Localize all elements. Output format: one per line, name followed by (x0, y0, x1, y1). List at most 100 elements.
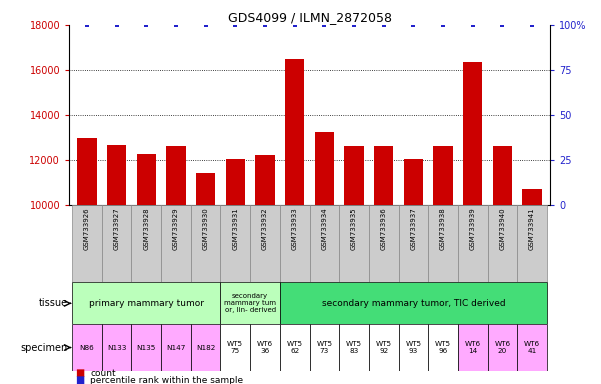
Point (498, 22, 507, 28)
FancyBboxPatch shape (429, 324, 458, 371)
Text: N182: N182 (196, 344, 215, 351)
FancyBboxPatch shape (339, 324, 369, 371)
Text: WT5
96: WT5 96 (435, 341, 451, 354)
FancyBboxPatch shape (398, 205, 429, 282)
Text: GSM733938: GSM733938 (440, 208, 446, 250)
FancyBboxPatch shape (191, 324, 221, 371)
Text: N133: N133 (107, 344, 126, 351)
Bar (166, 146, 186, 384)
Text: secondary
mammary tum
or, lin- derived: secondary mammary tum or, lin- derived (224, 293, 276, 313)
Text: WT5
92: WT5 92 (376, 341, 392, 354)
FancyBboxPatch shape (72, 205, 102, 282)
Text: GSM733937: GSM733937 (410, 208, 416, 250)
Bar (285, 59, 304, 384)
Text: WT6
36: WT6 36 (257, 341, 273, 354)
Text: GSM733939: GSM733939 (470, 208, 476, 250)
Title: GDS4099 / ILMN_2872058: GDS4099 / ILMN_2872058 (228, 11, 391, 24)
Bar (107, 144, 126, 384)
Bar (493, 146, 512, 384)
Text: N135: N135 (136, 344, 156, 351)
FancyBboxPatch shape (132, 205, 161, 282)
Bar (433, 146, 453, 384)
FancyBboxPatch shape (250, 324, 280, 371)
Bar (374, 146, 394, 384)
FancyBboxPatch shape (398, 324, 429, 371)
Bar (255, 155, 275, 384)
Text: GSM733930: GSM733930 (203, 208, 209, 250)
FancyBboxPatch shape (369, 324, 398, 371)
Text: primary mammary tumor: primary mammary tumor (89, 299, 204, 308)
Point (349, 22, 359, 28)
Text: N86: N86 (79, 344, 94, 351)
Text: WT5
93: WT5 93 (405, 341, 421, 354)
Text: WT6
20: WT6 20 (495, 341, 510, 354)
FancyBboxPatch shape (369, 205, 398, 282)
FancyBboxPatch shape (102, 324, 132, 371)
Text: WT5
75: WT5 75 (227, 341, 243, 354)
FancyBboxPatch shape (458, 205, 487, 282)
Text: WT5
83: WT5 83 (346, 341, 362, 354)
FancyBboxPatch shape (429, 205, 458, 282)
Bar (344, 146, 364, 384)
FancyBboxPatch shape (487, 324, 517, 371)
Bar (196, 173, 215, 384)
Text: GSM733933: GSM733933 (291, 208, 297, 250)
FancyBboxPatch shape (310, 324, 339, 371)
Bar (404, 159, 423, 384)
FancyBboxPatch shape (221, 282, 280, 324)
Text: GSM733935: GSM733935 (351, 208, 357, 250)
Text: GSM733932: GSM733932 (262, 208, 268, 250)
FancyBboxPatch shape (250, 205, 280, 282)
FancyBboxPatch shape (458, 324, 487, 371)
Text: WT6
41: WT6 41 (524, 341, 540, 354)
FancyBboxPatch shape (161, 205, 191, 282)
Text: GSM733926: GSM733926 (84, 208, 90, 250)
FancyBboxPatch shape (310, 205, 339, 282)
FancyBboxPatch shape (72, 282, 221, 324)
Point (231, 22, 240, 28)
Text: tissue: tissue (38, 298, 68, 308)
FancyBboxPatch shape (487, 205, 517, 282)
Text: GSM733931: GSM733931 (233, 208, 239, 250)
Point (409, 22, 418, 28)
Point (82, 22, 92, 28)
Bar (463, 62, 483, 384)
FancyBboxPatch shape (517, 324, 547, 371)
FancyBboxPatch shape (132, 324, 161, 371)
Text: GSM733936: GSM733936 (380, 208, 386, 250)
FancyBboxPatch shape (191, 205, 221, 282)
FancyBboxPatch shape (161, 324, 191, 371)
Text: GSM733927: GSM733927 (114, 208, 120, 250)
FancyBboxPatch shape (339, 205, 369, 282)
Text: GSM733928: GSM733928 (143, 208, 149, 250)
FancyBboxPatch shape (280, 205, 310, 282)
Point (320, 22, 329, 28)
Bar (315, 132, 334, 384)
Point (171, 22, 181, 28)
Text: secondary mammary tumor, TIC derived: secondary mammary tumor, TIC derived (322, 299, 505, 308)
Bar (78, 138, 97, 384)
Text: GSM733929: GSM733929 (173, 208, 179, 250)
Bar (225, 159, 245, 384)
Point (201, 22, 210, 28)
FancyBboxPatch shape (280, 282, 547, 324)
Text: GSM733941: GSM733941 (529, 208, 535, 250)
Text: WT5
62: WT5 62 (287, 341, 303, 354)
Point (379, 22, 388, 28)
FancyBboxPatch shape (221, 205, 250, 282)
Point (527, 22, 537, 28)
Text: ■: ■ (75, 375, 84, 384)
Text: specimen: specimen (20, 343, 68, 353)
Text: GSM733940: GSM733940 (499, 208, 505, 250)
Text: count: count (90, 369, 116, 378)
Text: GSM733934: GSM733934 (322, 208, 328, 250)
Point (260, 22, 270, 28)
Point (112, 22, 121, 28)
Text: percentile rank within the sample: percentile rank within the sample (90, 376, 243, 384)
Text: N147: N147 (166, 344, 186, 351)
FancyBboxPatch shape (102, 205, 132, 282)
Point (141, 22, 151, 28)
FancyBboxPatch shape (280, 324, 310, 371)
Point (468, 22, 478, 28)
Bar (136, 154, 156, 384)
